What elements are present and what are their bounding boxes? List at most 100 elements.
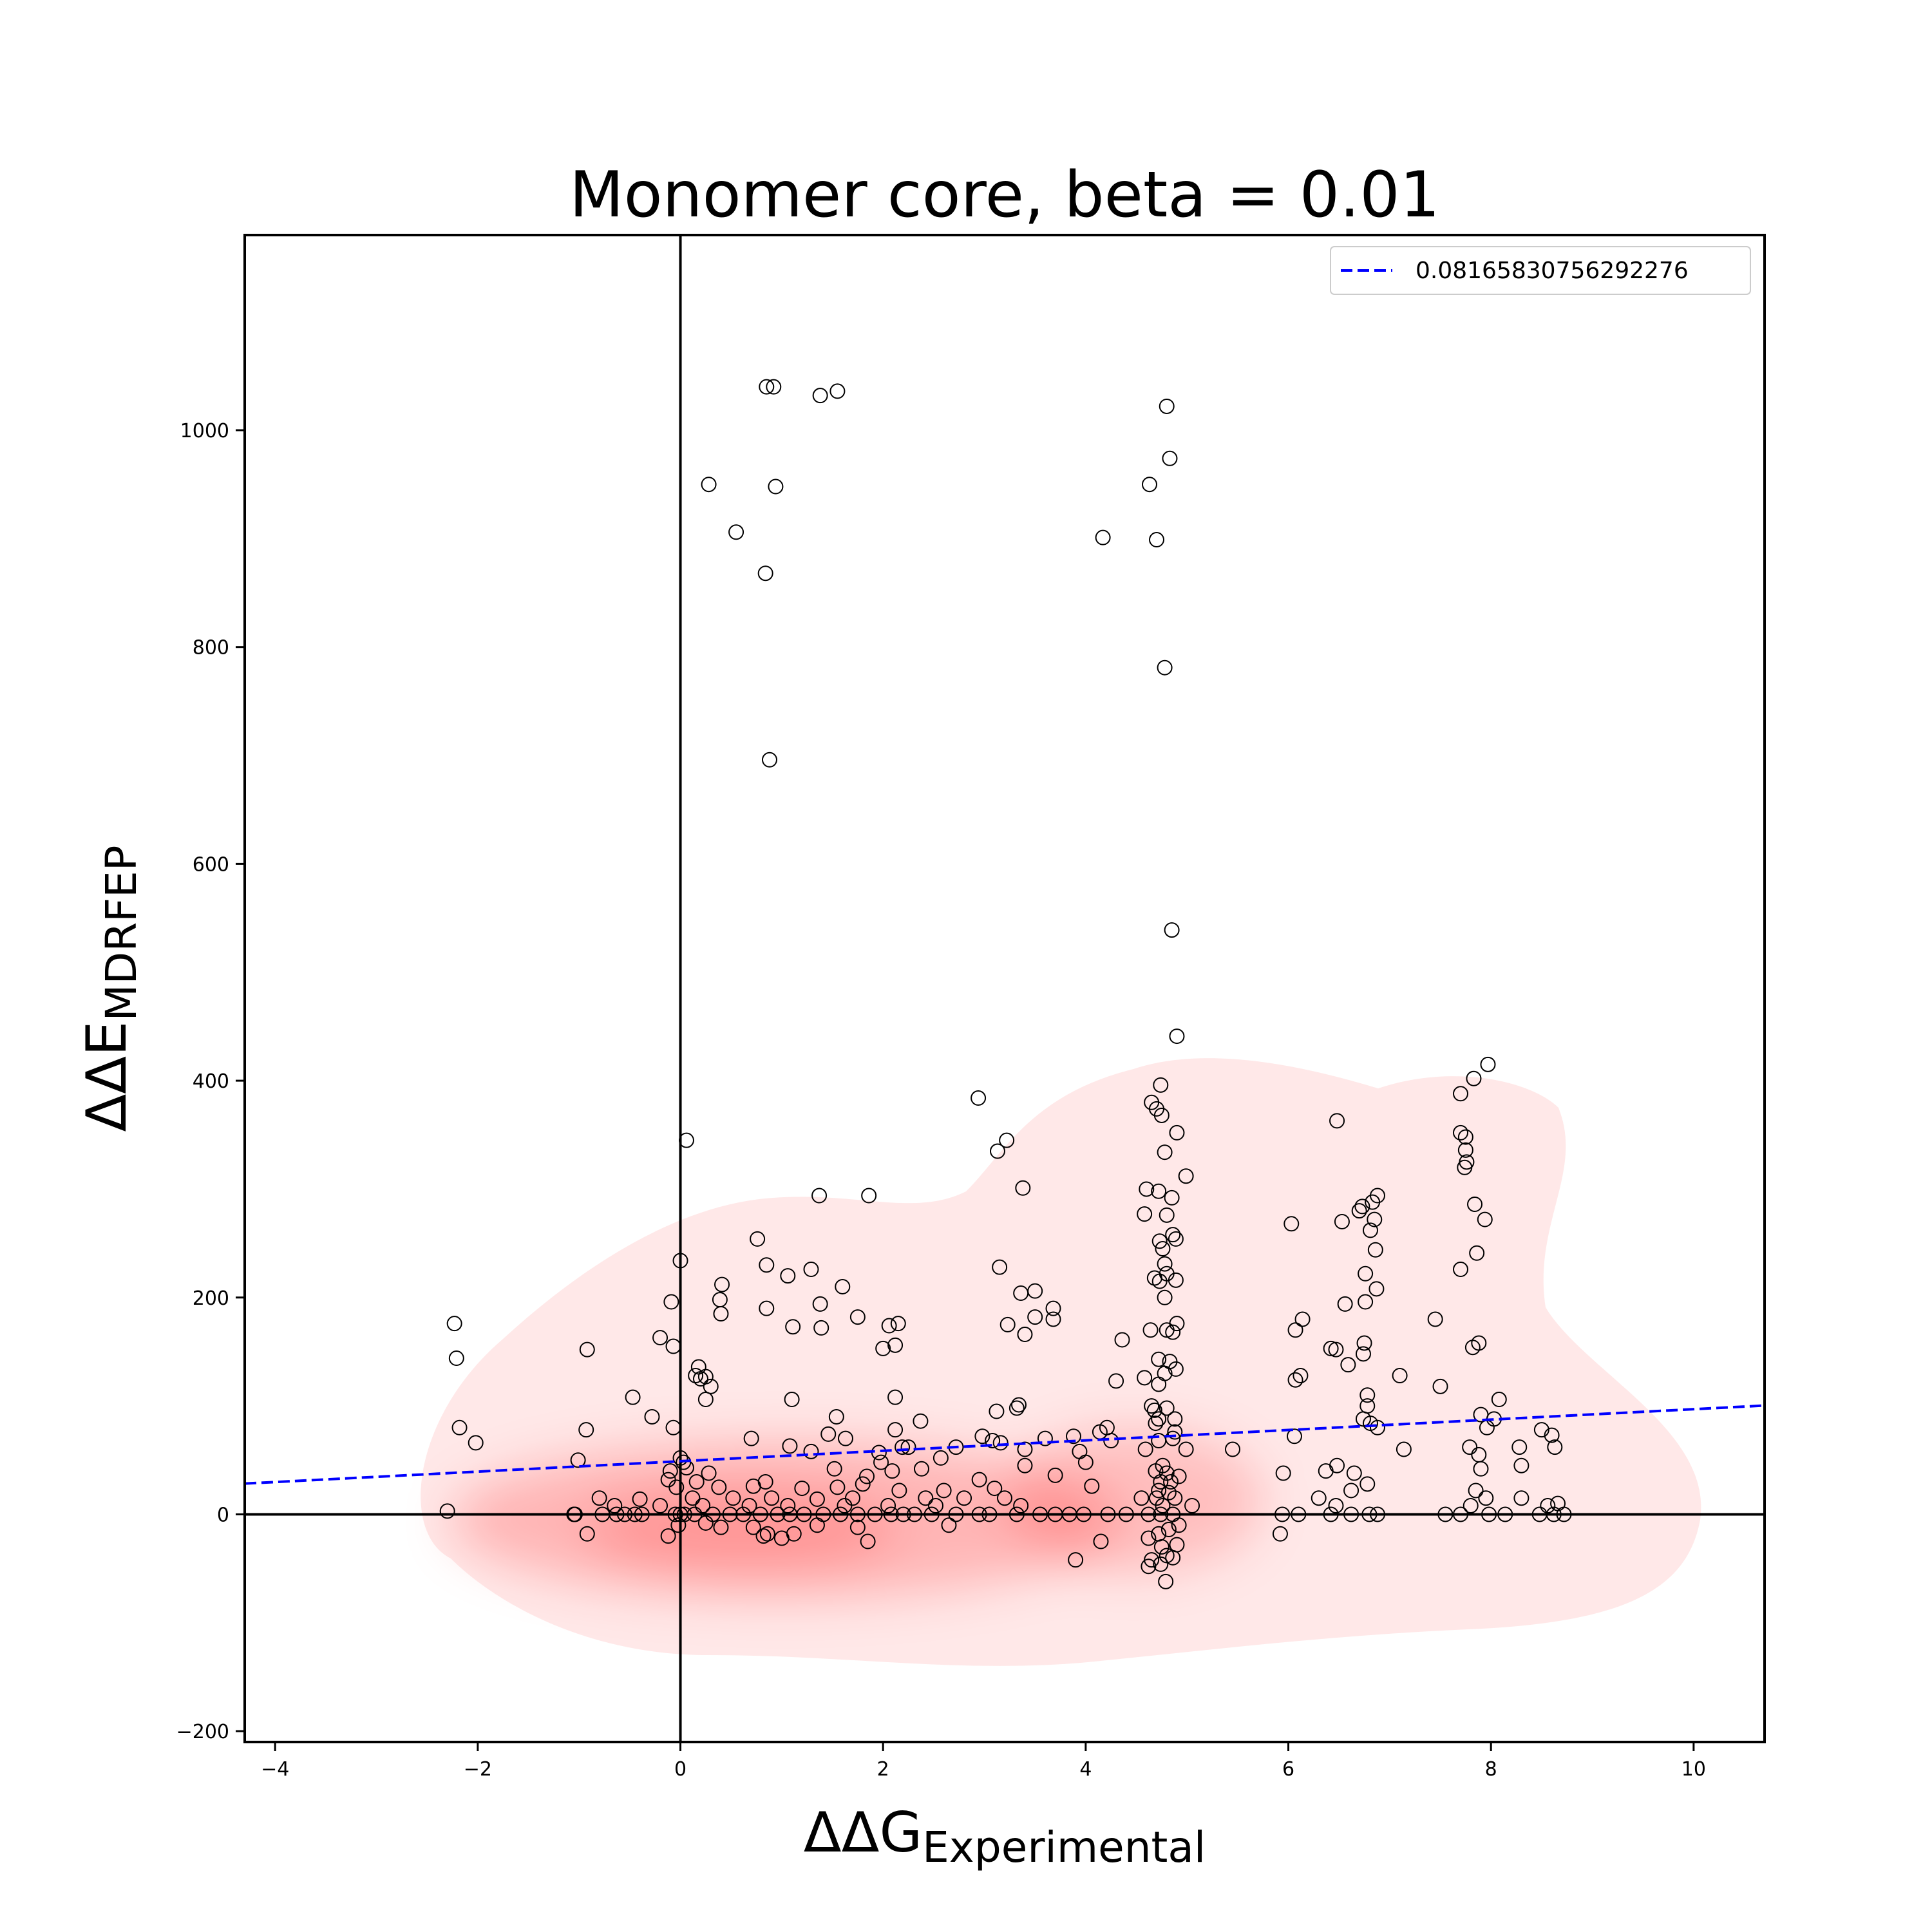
data-point	[785, 1319, 801, 1335]
y-tick-label: 400	[193, 1070, 229, 1093]
data-point	[992, 1435, 1009, 1451]
data-point	[1323, 1340, 1339, 1356]
data-point	[1149, 532, 1164, 548]
data-point	[695, 1498, 711, 1514]
data-point	[1162, 450, 1178, 466]
x-tick-label: 2	[877, 1758, 889, 1781]
data-point	[703, 1378, 719, 1394]
data-point	[1346, 1465, 1362, 1481]
density-core	[586, 1491, 895, 1568]
data-point	[1457, 1159, 1473, 1175]
data-point	[837, 1498, 853, 1514]
data-point	[1153, 1556, 1169, 1572]
data-point	[997, 1490, 1012, 1506]
data-point	[1009, 1506, 1025, 1522]
data-point	[1137, 1370, 1153, 1386]
y-axis-label-main: ΔΔE	[75, 1021, 139, 1132]
x-tick-label: −4	[261, 1758, 289, 1781]
data-point	[1469, 1245, 1485, 1261]
data-point	[1159, 1465, 1175, 1481]
data-point	[687, 1506, 703, 1522]
data-point	[439, 1503, 455, 1519]
y-tick-label: 600	[193, 853, 229, 876]
data-point	[1168, 1361, 1184, 1377]
data-point	[948, 1506, 964, 1522]
data-point	[1133, 1490, 1150, 1506]
data-point	[794, 1481, 810, 1497]
data-point	[1513, 1457, 1530, 1473]
plot-frame	[243, 234, 1766, 1743]
data-point	[759, 1300, 775, 1316]
data-point	[693, 1371, 708, 1387]
data-point	[1178, 1168, 1194, 1184]
data-point	[873, 1454, 889, 1470]
data-point	[1151, 1411, 1167, 1427]
data-point	[1009, 1400, 1025, 1416]
data-point	[1453, 1506, 1468, 1522]
data-point	[665, 1419, 681, 1435]
data-point	[1159, 1322, 1175, 1338]
data-point	[1151, 1233, 1168, 1249]
data-point	[1015, 1180, 1031, 1196]
data-point	[764, 1490, 780, 1506]
data-point	[688, 1473, 705, 1490]
data-point	[579, 1526, 595, 1542]
data-point	[1141, 1558, 1157, 1575]
y-tick-label: 0	[217, 1504, 229, 1526]
data-point	[745, 1519, 761, 1535]
data-point	[1141, 477, 1157, 493]
data-point	[1225, 1441, 1240, 1457]
data-point	[1546, 1506, 1562, 1522]
data-point	[1287, 1372, 1303, 1388]
data-point	[697, 1392, 714, 1408]
data-point	[670, 1517, 687, 1533]
data-point	[1168, 1272, 1184, 1288]
data-point	[634, 1506, 650, 1522]
y-tick-label: 1000	[180, 420, 229, 442]
data-point	[770, 1506, 786, 1522]
data-point	[1540, 1498, 1556, 1514]
data-point	[701, 477, 717, 493]
data-point	[895, 1506, 911, 1522]
data-point	[632, 1491, 648, 1507]
data-point	[1513, 1490, 1530, 1506]
data-point	[1148, 1463, 1164, 1479]
data-point	[759, 1526, 775, 1542]
data-point	[1311, 1490, 1327, 1506]
x-axis-label-sub: Experimental	[922, 1823, 1206, 1872]
data-point	[813, 1320, 829, 1336]
data-point	[1151, 1351, 1167, 1367]
data-point	[1084, 1478, 1100, 1494]
data-point	[1047, 1467, 1063, 1483]
data-point	[1432, 1378, 1448, 1394]
data-point	[881, 1318, 897, 1334]
data-point	[1294, 1311, 1311, 1327]
data-point	[809, 1491, 825, 1507]
data-point	[1328, 1341, 1344, 1358]
data-point	[1463, 1498, 1479, 1514]
data-point	[923, 1506, 940, 1522]
x-tick-label: −2	[464, 1758, 492, 1781]
data-point	[672, 1253, 688, 1269]
data-point	[826, 1461, 842, 1477]
data-point	[861, 1188, 877, 1204]
data-point	[1328, 1498, 1344, 1514]
data-point	[625, 1389, 641, 1405]
data-point	[667, 1506, 683, 1522]
chart-title: Monomer core, beta = 0.01	[569, 158, 1440, 232]
data-point	[1457, 1129, 1473, 1145]
data-point	[735, 1506, 752, 1522]
data-point	[913, 1461, 929, 1477]
data-point	[1343, 1482, 1359, 1499]
data-point	[752, 1506, 768, 1522]
data-point	[811, 1188, 828, 1204]
data-point	[663, 1294, 679, 1310]
data-point	[665, 1338, 681, 1354]
data-point	[1037, 1430, 1053, 1446]
data-point	[1283, 1216, 1300, 1232]
data-point	[1286, 1428, 1302, 1444]
data-point	[1453, 1262, 1468, 1278]
data-point	[860, 1533, 876, 1549]
data-point	[1556, 1506, 1572, 1522]
data-point	[757, 565, 773, 582]
